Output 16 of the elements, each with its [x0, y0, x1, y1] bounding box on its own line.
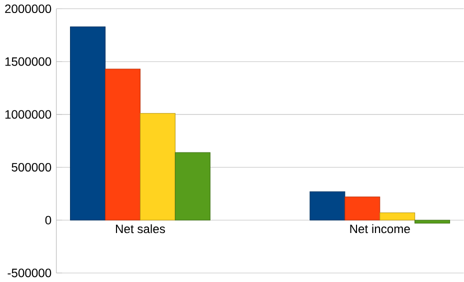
bar	[414, 220, 450, 224]
y-tick-label: 2000000	[5, 4, 52, 14]
bar	[140, 113, 176, 221]
bar	[104, 68, 140, 221]
bar	[174, 152, 210, 221]
bar	[310, 191, 346, 221]
y-tick-label: 1500000	[5, 57, 52, 66]
x-tick-label: Net sales	[116, 224, 165, 234]
y-tick-label: -500000	[8, 268, 52, 278]
bar	[70, 26, 106, 221]
x-tick-label: Net income	[350, 224, 410, 234]
y-tick-label: 1000000	[5, 110, 52, 119]
bar	[380, 212, 416, 221]
y-tick-label: 500000	[12, 163, 52, 172]
bar	[344, 196, 380, 221]
y-tick-label: 0	[45, 216, 52, 225]
